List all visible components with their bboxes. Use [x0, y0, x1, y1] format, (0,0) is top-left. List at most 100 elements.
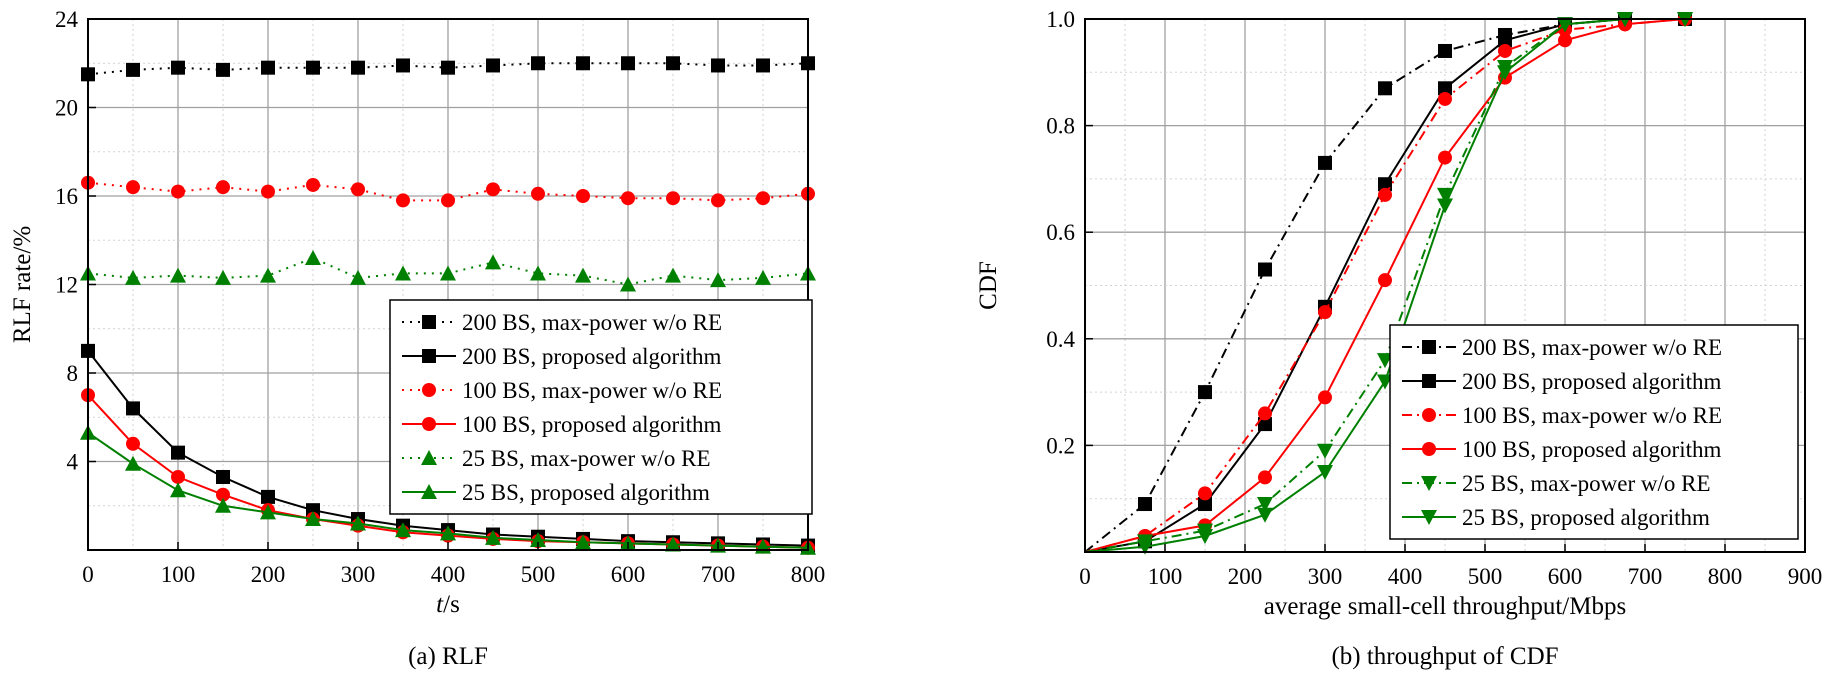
cdf-series-point-5: [1557, 17, 1573, 33]
rlf-series-point-0: [261, 60, 275, 75]
cdf-series-point-5: [1317, 465, 1333, 481]
cdf-series-point-3: [1318, 390, 1332, 405]
rlf-legend-marker-4: [421, 450, 437, 465]
chart-rlf-xlabel-unit: /s: [443, 591, 460, 618]
rlf-series-point-0: [756, 58, 770, 73]
rlf-series-point-4: [125, 269, 141, 285]
rlf-series-point-2: [666, 191, 680, 206]
rlf-series-point-5: [575, 534, 591, 550]
rlf-xtick-label: 600: [611, 562, 646, 587]
cdf-series-point-0: [1438, 43, 1452, 58]
cdf-series-point-2: [1198, 486, 1212, 501]
rlf-legend-label-5: 25 BS, proposed algorithm: [462, 480, 710, 505]
rlf-series-point-4: [305, 249, 321, 265]
chart-rlf-legend: 200 BS, max-power w/o RE 200 BS, proposed…: [389, 299, 813, 515]
rlf-series-point-2: [261, 184, 275, 199]
rlf-series-point-2: [351, 182, 365, 197]
cdf-series-point-5: [1257, 507, 1273, 523]
rlf-xtick-label: 400: [431, 562, 466, 587]
rlf-series-point-5: [215, 497, 231, 513]
rlf-series-point-5: [305, 511, 321, 527]
rlf-xtick-label: 800: [791, 562, 826, 587]
chart-rlf-ylabel: RLF rate/%: [9, 226, 36, 343]
cdf-series-point-2: [1438, 91, 1452, 106]
rlf-series-point-4: [485, 254, 501, 270]
cdf-series-point-2: [1258, 406, 1272, 421]
rlf-series-point-0: [486, 58, 500, 73]
chart-rlf-xlabel: t/s: [436, 591, 460, 618]
rlf-series-point-2: [126, 180, 140, 195]
rlf-series-point-3: [126, 436, 140, 451]
cdf-series-point-3: [1378, 273, 1392, 288]
rlf-series-point-5: [170, 482, 186, 498]
rlf-legend-label-3: 100 BS, proposed algorithm: [462, 412, 721, 437]
rlf-legend-marker-0: [422, 315, 436, 329]
cdf-xtick-label: 0: [1079, 564, 1091, 589]
rlf-series-point-2: [756, 191, 770, 206]
cdf-xtick-label: 500: [1468, 564, 1503, 589]
rlf-ytick-label: 20: [55, 96, 78, 121]
rlf-xtick-label: 700: [701, 562, 736, 587]
chart-rlf-ticks: 0 100 200 300 400 500 600 700 800 4 8 12 16 20 24: [55, 7, 825, 587]
cdf-xtick-label: 400: [1388, 564, 1423, 589]
cdf-series-point-5: [1437, 198, 1453, 214]
chart-cdf-xlabel: average small-cell throughput/Mbps: [1264, 593, 1626, 620]
cdf-series-point-2: [1318, 305, 1332, 320]
cdf-series-point-4: [1317, 443, 1333, 459]
rlf-series-point-5: [665, 536, 681, 552]
cdf-series-point-1: [1438, 81, 1452, 96]
cdf-series-point-0: [1198, 385, 1212, 400]
cdf-legend-marker-0: [1422, 340, 1436, 354]
rlf-series-point-4: [215, 269, 231, 285]
cdf-legend-marker-2: [1422, 408, 1436, 422]
rlf-series-point-5: [125, 455, 141, 471]
chart-cdf-ticks: 0 100 200 300 400 500 600 700 800 900 0.2 0.4 0.6 0.8…: [1046, 7, 1822, 589]
cdf-legend-box: [1389, 324, 1799, 540]
cdf-series-point-3: [1438, 150, 1452, 165]
rlf-series-point-0: [441, 60, 455, 75]
cdf-legend-label-5: 25 BS, proposed algorithm: [1462, 505, 1710, 530]
rlf-series-point-1: [126, 401, 140, 416]
cdf-series-point-5: [1137, 539, 1153, 555]
cdf-series-point-4: [1257, 497, 1273, 513]
cdf-legend-label-1: 200 BS, proposed algorithm: [1462, 369, 1721, 394]
cdf-xtick-label: 100: [1148, 564, 1183, 589]
rlf-series-point-0: [126, 62, 140, 77]
chart-cdf-caption: (b) throughput of CDF: [1331, 643, 1558, 670]
cdf-ytick-label: 0.4: [1046, 327, 1075, 352]
rlf-series-point-5: [485, 529, 501, 545]
rlf-legend-box: [389, 299, 813, 515]
cdf-series-point-0: [1378, 81, 1392, 96]
rlf-series-point-1: [216, 469, 230, 484]
rlf-ytick-label: 4: [67, 450, 79, 475]
rlf-series-point-4: [170, 267, 186, 283]
rlf-series-point-2: [171, 184, 185, 199]
cdf-series-point-5: [1197, 529, 1213, 545]
cdf-series-point-1: [1498, 33, 1512, 48]
cdf-series-point-0: [1258, 262, 1272, 277]
rlf-ytick-label: 12: [55, 273, 78, 298]
cdf-series-point-0: [1318, 155, 1332, 170]
rlf-series-point-0: [666, 56, 680, 71]
rlf-xtick-label: 100: [161, 562, 196, 587]
chart-cdf-ylabel: CDF: [975, 261, 1002, 310]
rlf-legend-marker-2: [422, 383, 436, 397]
rlf-legend-label-0: 200 BS, max-power w/o RE: [462, 310, 722, 335]
cdf-legend-marker-1: [1422, 374, 1436, 388]
cdf-legend-label-3: 100 BS, proposed algorithm: [1462, 437, 1721, 462]
rlf-series-point-4: [530, 265, 546, 281]
rlf-legend-label-2: 100 BS, max-power w/o RE: [462, 378, 722, 403]
cdf-ytick-label: 0.2: [1046, 433, 1075, 458]
rlf-series-point-2: [441, 193, 455, 208]
rlf-series-point-5: [395, 522, 411, 538]
cdf-series-point-1: [1258, 417, 1272, 432]
rlf-series-point-5: [350, 515, 366, 531]
cdf-series-point-2: [1378, 187, 1392, 202]
cdf-series-point-0: [1138, 497, 1152, 512]
rlf-ytick-label: 8: [67, 361, 79, 386]
rlf-legend-marker-5: [421, 484, 437, 499]
rlf-series-point-0: [531, 56, 545, 71]
chart-rlf: 0 100 200 300 400 500 600 700 800 4 8 12 16 20 24 RLF …: [9, 7, 825, 670]
cdf-legend-marker-4: [1421, 476, 1437, 491]
rlf-series-point-0: [576, 56, 590, 71]
